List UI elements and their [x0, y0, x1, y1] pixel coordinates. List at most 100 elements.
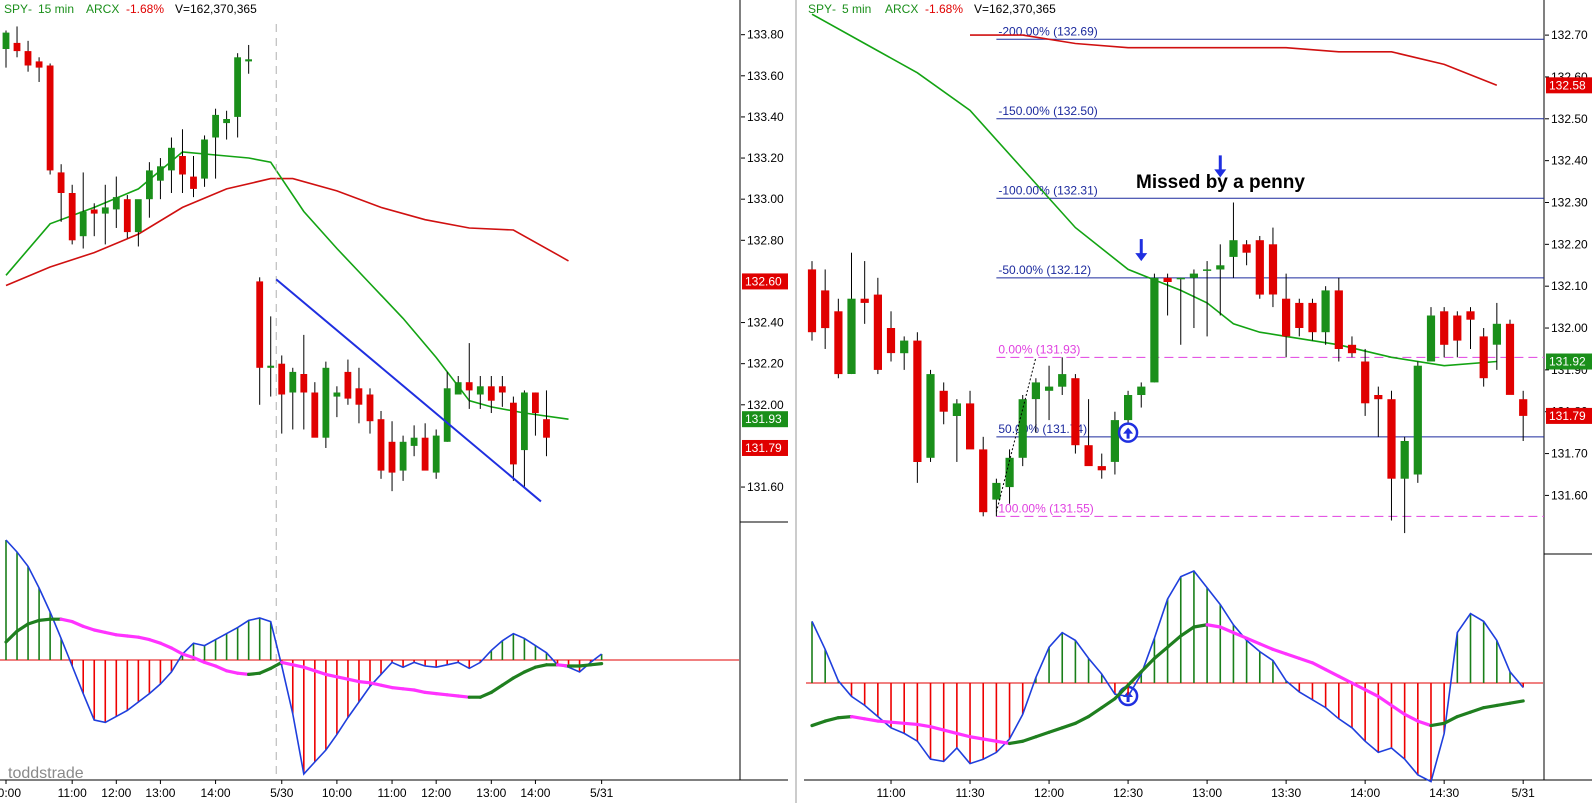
- left-candle-body: [432, 435, 440, 473]
- left-candle-body: [388, 441, 396, 473]
- right-header-symbol: SPY: [808, 2, 832, 16]
- left-candle-body: [311, 392, 319, 438]
- right-macd-signal-segment: [1376, 694, 1394, 708]
- left-candle-body: [322, 367, 330, 438]
- left-header-exchange: ARCX: [86, 2, 119, 16]
- left-macd-signal-segment: [511, 670, 527, 680]
- up-arrow-price-head: [1123, 427, 1134, 434]
- right-y-tick-label: 132.40: [1551, 154, 1588, 168]
- left-candle-body: [344, 371, 352, 399]
- left-candle-body: [90, 209, 98, 214]
- right-macd-signal-segment: [823, 716, 840, 723]
- right-x-tick-label: 14:30: [1429, 786, 1459, 800]
- left-candle-body: [123, 199, 131, 233]
- left-macd-signal-segment: [269, 660, 284, 671]
- left-macd-signal-segment: [147, 637, 163, 645]
- right-candle-body: [834, 311, 843, 375]
- left-macd-signal-segment: [180, 652, 196, 660]
- left-time-axis: 10:00 11:00 12:00 13:00 14:00 5/30 10:00 11:00 1…: [0, 780, 614, 800]
- right-header-interval: 5 min: [842, 2, 871, 16]
- left-candle-body: [256, 281, 264, 368]
- right-macd-signal-segment: [863, 717, 880, 723]
- left-x-tick-label: 5/30: [270, 786, 294, 800]
- right-candle-body: [821, 290, 830, 329]
- right-candle-body: [1005, 457, 1014, 488]
- left-candle-body: [410, 437, 418, 446]
- right-candle-body: [1374, 395, 1383, 400]
- left-macd-signal-segment: [489, 683, 504, 695]
- right-candles: [807, 202, 1528, 534]
- left-macd-signal-segment: [555, 663, 571, 668]
- left-candle-body: [366, 394, 374, 422]
- right-candle-body: [1176, 277, 1185, 280]
- right-candle-body: [1163, 277, 1172, 282]
- left-y-tick-label: 132.40: [747, 316, 784, 330]
- fib-level-label: -100.00% (132.31): [998, 183, 1097, 197]
- down-trendline: [275, 278, 542, 503]
- right-macd-signal-segment: [836, 714, 854, 720]
- right-candle-body: [1124, 395, 1133, 421]
- left-candle-body: [510, 402, 517, 465]
- right-macd-signal-segment: [968, 735, 985, 741]
- right-candle-body: [1203, 269, 1212, 271]
- right-macd-signal-segment: [1350, 681, 1367, 692]
- left-macd-signal-segment: [136, 635, 151, 642]
- right-macd-signal-segment: [889, 720, 906, 725]
- left-annotations: [275, 24, 542, 780]
- right-x-tick-label: 11:30: [955, 786, 984, 800]
- right-candle-body: [1018, 399, 1027, 458]
- left-candle-body: [35, 61, 43, 68]
- right-candle-body: [1387, 399, 1396, 479]
- right-macd-signal-segment: [1152, 645, 1170, 660]
- left-candle-body: [146, 170, 153, 200]
- right-candle-body: [1334, 290, 1343, 349]
- left-candle-body: [179, 156, 186, 175]
- left-candle-body: [532, 392, 539, 414]
- left-candle-body: [57, 172, 65, 193]
- left-price-axis: 133.80 133.60 133.40 133.20 133.00 132.80 132.…: [741, 28, 789, 494]
- right-macd-signal-segment: [876, 719, 893, 724]
- left-candle-body: [168, 147, 175, 171]
- right-macd-signal-segment: [1442, 714, 1459, 725]
- right-x-tick-label: 5/31: [1512, 786, 1536, 800]
- right-y-tick-label: 132.50: [1551, 112, 1588, 126]
- left-x-tick-label: 14:00: [201, 786, 231, 800]
- right-y-tick-label: 132.00: [1551, 321, 1588, 335]
- right-macd-signal-segment: [1165, 634, 1183, 649]
- left-macd-signal-segment: [412, 688, 427, 695]
- left-moving-averages: [5, 151, 569, 420]
- left-macd-signal-segment: [368, 681, 383, 687]
- left-candle-body: [134, 199, 142, 233]
- left-price-tag-bg: [742, 273, 789, 290]
- left-header-volume: V=162,370,365: [175, 2, 257, 16]
- right-macd-panel: [806, 570, 1543, 783]
- right-macd-signal-segment: [928, 725, 946, 732]
- right-macd-signal-segment: [1416, 719, 1433, 728]
- left-candle-body: [465, 382, 473, 391]
- left-ma-slow-line: [5, 177, 569, 287]
- right-candle-body: [1242, 244, 1251, 253]
- left-x-tick-label: 13:00: [476, 786, 506, 800]
- left-candle-body: [24, 51, 32, 66]
- right-macd-signal-segment: [942, 728, 959, 736]
- left-macd-signal-segment: [434, 691, 449, 697]
- left-macd-signal-segment: [280, 660, 295, 667]
- right-macd-signal-segment: [955, 731, 972, 739]
- right-macd-signal-segment: [902, 721, 919, 727]
- right-candle-body: [1097, 466, 1106, 471]
- left-macd-signal-segment: [125, 634, 140, 639]
- right-y-tick-label: 132.70: [1551, 28, 1588, 42]
- watermark-text: toddstrade: [8, 765, 84, 782]
- left-candle-body: [157, 166, 164, 181]
- left-y-tick-label: 132.00: [747, 398, 784, 412]
- left-macd-signal-segment: [291, 663, 306, 669]
- left-candle-body: [234, 57, 241, 117]
- left-price-tag-bg: [742, 439, 789, 456]
- left-candle-body: [245, 59, 252, 62]
- right-macd-signal-segment: [1179, 625, 1196, 638]
- right-price-tag-label: 131.92: [1549, 355, 1586, 369]
- right-macd-signal-segment: [1245, 636, 1262, 646]
- fib-level-label: 0.00% (131.93): [998, 342, 1080, 356]
- right-candle-body: [966, 403, 975, 450]
- left-macd-signal-segment: [202, 660, 218, 668]
